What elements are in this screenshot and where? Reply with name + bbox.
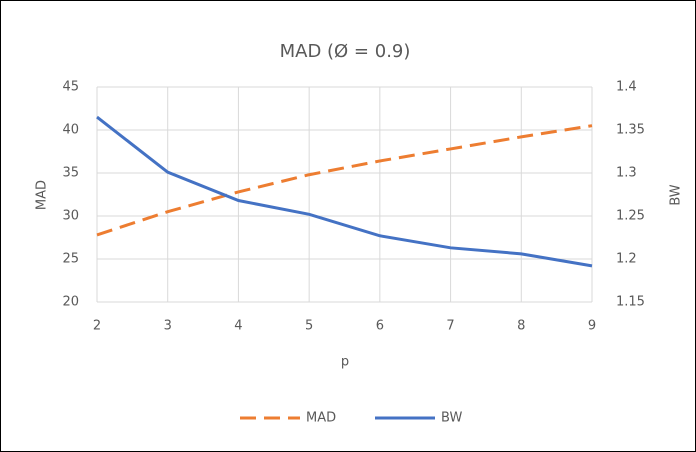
x-tick-label: 2 — [93, 319, 101, 334]
x-tick-label: 8 — [517, 319, 525, 334]
y2-tick-label: 1.3 — [616, 166, 637, 181]
x-tick-label: 6 — [376, 319, 384, 334]
x-tick-label: 7 — [446, 319, 454, 334]
y2-tick-label: 1.35 — [616, 123, 645, 138]
x-tick-label: 3 — [164, 319, 172, 334]
y2-tick-label: 1.25 — [616, 209, 645, 224]
series-line — [96, 124, 593, 237]
y-axis-label: MAD — [35, 180, 50, 210]
y-tick-label: 30 — [62, 209, 79, 224]
x-tick-label: 9 — [588, 319, 596, 334]
y2-axis-label: BW — [669, 184, 684, 205]
y2-tick-label: 1.15 — [616, 295, 645, 310]
chart-title: MAD (Ø = 0.9) — [280, 41, 411, 62]
x-tick-label: 4 — [234, 319, 242, 334]
legend-label: BW — [441, 411, 462, 426]
x-tick-label: 5 — [305, 319, 313, 334]
legend-label: MAD — [306, 411, 336, 426]
y-tick-label: 35 — [62, 166, 79, 181]
series-line — [96, 115, 593, 268]
x-axis-label: p — [341, 355, 349, 370]
y-tick-label: 40 — [62, 123, 79, 138]
y2-tick-label: 1.2 — [616, 252, 637, 267]
y2-tick-label: 1.4 — [616, 80, 637, 95]
y-tick-label: 20 — [62, 295, 79, 310]
y-tick-label: 45 — [62, 80, 79, 95]
y-tick-label: 25 — [62, 252, 79, 267]
